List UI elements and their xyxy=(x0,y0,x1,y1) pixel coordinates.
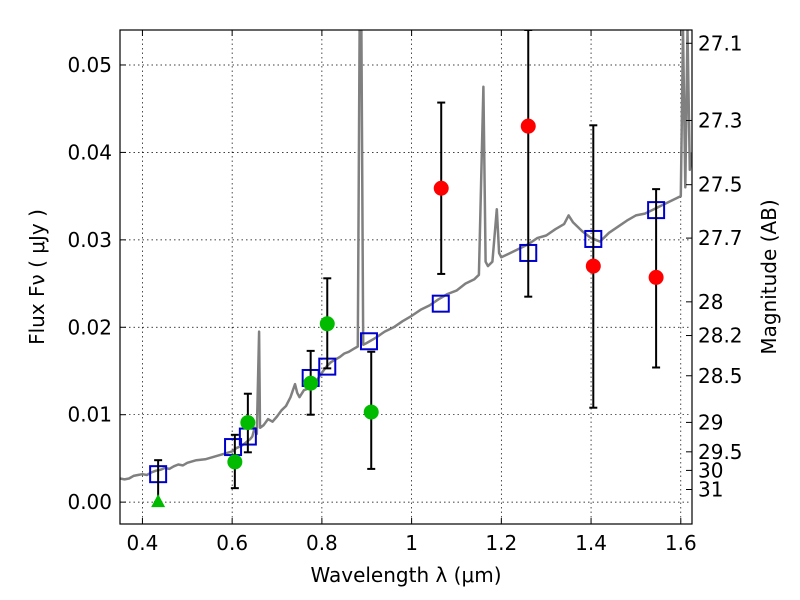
y-tick-label: 0.04 xyxy=(67,140,112,164)
y2-tick-label: 29 xyxy=(698,410,723,434)
x-tick-label: 1.4 xyxy=(575,531,607,555)
x-tick-label: 0.6 xyxy=(216,531,248,555)
y2-tick-label: 27.7 xyxy=(698,226,743,250)
red-data-point xyxy=(520,118,536,134)
x-tick-label: 0.4 xyxy=(127,531,159,555)
y2-tick-label: 27.3 xyxy=(698,108,743,132)
y-tick-label: 0.02 xyxy=(67,315,112,339)
upper-limit-triangle xyxy=(151,494,166,508)
green-data-point xyxy=(303,375,319,391)
y2-tick-label: 28 xyxy=(698,290,723,314)
x-axis-label: Wavelength λ (μm) xyxy=(310,563,501,587)
red-data-point xyxy=(433,180,449,196)
y-axis: 0.00 0.01 0.02 0.03 0.04 0.05 xyxy=(67,53,126,514)
y-tick-label: 0.03 xyxy=(67,228,112,252)
green-data-point xyxy=(363,404,379,420)
plot-area xyxy=(120,30,692,508)
y-tick-label: 0.05 xyxy=(67,53,112,77)
model-spectrum-line xyxy=(120,30,692,481)
y2-tick-label: 27.1 xyxy=(698,31,743,55)
model-flux-square xyxy=(431,294,450,313)
green-data-point xyxy=(240,415,256,431)
y2-axis-label: Magnitude (AB) xyxy=(757,199,781,354)
green-data-point xyxy=(227,454,243,470)
red-data-point xyxy=(585,258,601,274)
y2-tick-label: 28.2 xyxy=(698,324,743,348)
grid-lines xyxy=(120,30,692,524)
plot-frame xyxy=(119,29,693,525)
y2-tick-label: 31 xyxy=(698,478,723,502)
y-axis-label: Flux Fν ( μJy ) xyxy=(25,209,49,345)
model-flux-square xyxy=(359,332,378,351)
y-tick-label: 0.00 xyxy=(67,490,112,514)
x-tick-label: 0.8 xyxy=(306,531,338,555)
x-tick-label: 1.6 xyxy=(665,531,697,555)
y-tick-label: 0.01 xyxy=(67,403,112,427)
x-tick-label: 1 xyxy=(405,531,418,555)
x-tick-label: 1.2 xyxy=(485,531,517,555)
y2-tick-label: 30 xyxy=(698,458,723,482)
red-data-point xyxy=(648,269,664,285)
y2-tick-label: 27.5 xyxy=(698,173,743,197)
x-axis: 0.4 0.6 0.8 1 1.2 1.4 1.6 xyxy=(127,30,697,555)
y2-tick-label: 28.5 xyxy=(698,364,743,388)
y2-tick-label: 29.5 xyxy=(698,440,743,464)
green-data-point xyxy=(319,316,335,332)
